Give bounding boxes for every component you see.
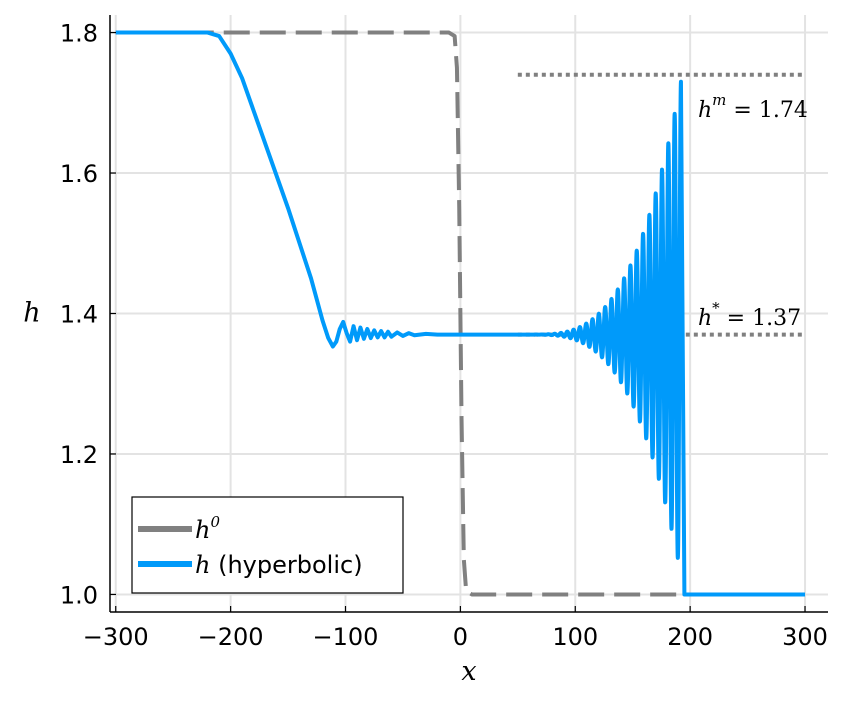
series-group: [115, 30, 806, 597]
x-tick-label: −300: [83, 623, 149, 651]
y-axis-label: h: [23, 298, 40, 329]
y-tick-label: 1.2: [60, 441, 98, 469]
x-tick-label: 300: [782, 623, 828, 651]
y-tick-label: 1.6: [60, 160, 98, 188]
x-axis-label: x: [461, 656, 476, 687]
legend: h0 h (hyperbolic): [131, 496, 404, 594]
x-tick-label: −200: [198, 623, 264, 651]
legend-box: [131, 496, 404, 594]
tick-labels: −300 −200 −100 0 100 200 300 1.0 1.2 1.4 1.6 1.8: [60, 20, 828, 651]
series-line-1: [115, 30, 806, 597]
legend-label-1: h (hyperbolic): [195, 551, 363, 579]
annotation-label: h* = 1.37: [698, 299, 801, 331]
x-tick-label: −100: [313, 623, 379, 651]
x-tick-label: 0: [453, 623, 468, 651]
x-tick-label: 200: [667, 623, 713, 651]
y-tick-label: 1.4: [60, 301, 98, 329]
annotation-label: hm = 1.74: [698, 91, 808, 123]
x-tick-label: 100: [552, 623, 598, 651]
y-tick-label: 1.0: [60, 581, 98, 609]
legend-label-0: h0: [195, 513, 220, 544]
y-tick-label: 1.8: [60, 20, 98, 48]
series-line-0: [115, 30, 806, 597]
annotations: hm = 1.74 h* = 1.37: [698, 91, 808, 331]
axes: [109, 15, 828, 613]
